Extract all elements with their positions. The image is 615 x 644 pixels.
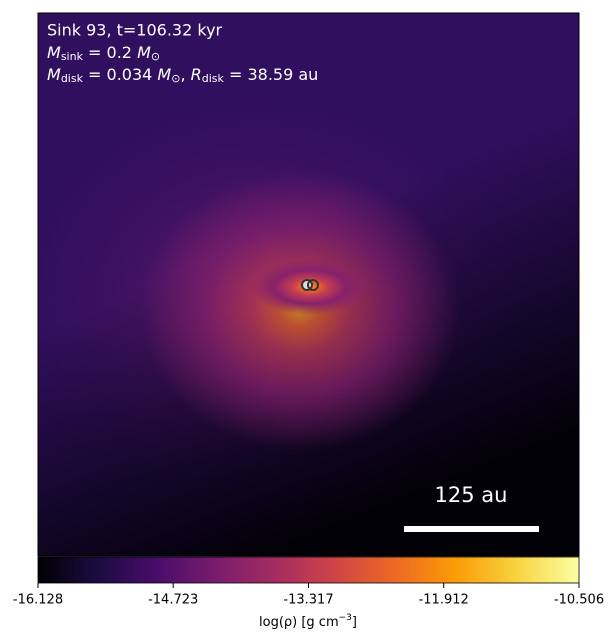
scale-bar-label: 125 au — [435, 483, 508, 507]
tick-label: -14.723 — [148, 593, 198, 608]
annotation: Sink 93, t=106.32 kyr — [47, 21, 223, 40]
tick-label: -16.128 — [13, 593, 63, 608]
scale-bar — [404, 526, 539, 532]
tick-label: -11.912 — [419, 593, 469, 608]
annotation: Mdisk = 0.034 M⊙, Rdisk = 38.59 au — [47, 65, 318, 86]
annotation: Msink = 0.2 M⊙ — [47, 43, 160, 64]
tick-label: -13.317 — [283, 593, 333, 608]
plot-frame — [37, 12, 580, 557]
tick-label: -10.506 — [554, 593, 604, 608]
density-map — [38, 13, 579, 556]
colorbar — [37, 556, 580, 584]
colorbar-label: log(ρ) [g cm−3] — [259, 613, 357, 630]
